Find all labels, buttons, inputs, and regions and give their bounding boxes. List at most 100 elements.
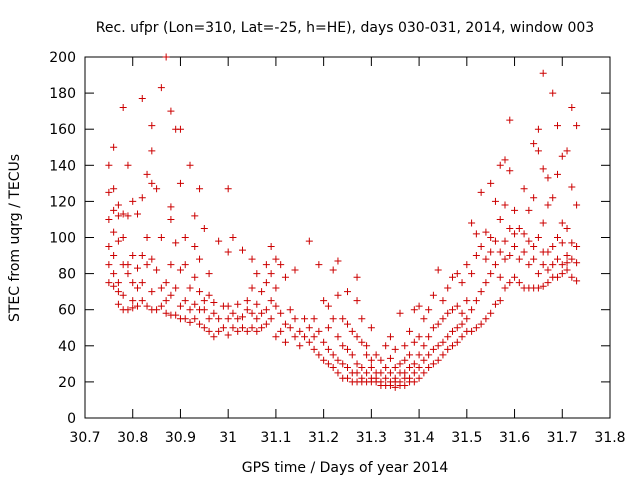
data-point (449, 327, 456, 335)
data-point (334, 333, 342, 341)
data-point (205, 315, 213, 323)
data-point (224, 315, 232, 323)
data-point (534, 284, 542, 292)
data-point (310, 315, 318, 323)
data-point (539, 69, 547, 77)
data-point (143, 234, 151, 241)
data-point (363, 342, 371, 350)
data-point (181, 315, 189, 323)
data-point (496, 273, 504, 281)
data-point (468, 219, 476, 227)
data-point (367, 324, 375, 332)
data-point (205, 270, 213, 278)
data-point (549, 261, 557, 269)
data-point (444, 309, 452, 317)
data-point (472, 324, 480, 332)
data-point (110, 252, 118, 260)
data-point (506, 252, 514, 260)
data-point (391, 363, 399, 371)
chart-title: Rec. ufpr (Lon=310, Lat=-25, h=HE), days… (96, 20, 594, 36)
data-point (563, 252, 571, 260)
data-point (434, 266, 442, 274)
data-point (544, 266, 552, 274)
data-point (491, 197, 499, 205)
data-point (367, 363, 375, 371)
data-point (554, 170, 561, 178)
data-point (429, 324, 437, 332)
data-point (353, 333, 361, 341)
data-point (463, 315, 471, 323)
data-point (554, 273, 561, 281)
data-point (110, 185, 118, 193)
data-point (186, 284, 194, 292)
y-tick-label: 0 (67, 411, 76, 427)
y-axis: 0 20 40 60 80 100 120 140 160 180 200 (49, 50, 610, 427)
x-tick-label: 30.9 (165, 430, 196, 446)
data-point (286, 306, 294, 314)
data-point (353, 369, 361, 377)
data-point (138, 279, 146, 287)
data-point (200, 324, 208, 332)
y-tick-label: 20 (58, 375, 76, 391)
data-point (530, 243, 538, 251)
data-point (262, 320, 270, 328)
data-point (305, 338, 313, 346)
data-point (138, 297, 146, 305)
data-point (143, 302, 151, 310)
data-point (525, 237, 533, 245)
data-point (439, 338, 447, 346)
data-point (210, 298, 218, 306)
data-point (291, 315, 299, 323)
data-point (501, 255, 509, 263)
data-point (439, 351, 447, 359)
data-point (534, 270, 542, 278)
data-point (191, 273, 199, 281)
data-point (176, 125, 184, 133)
data-point (444, 333, 452, 341)
data-point (563, 259, 571, 267)
data-point (520, 185, 528, 193)
data-point (458, 309, 466, 317)
data-point (363, 351, 371, 359)
data-point (573, 201, 581, 209)
data-point (320, 356, 328, 364)
data-point (134, 210, 141, 218)
data-point (229, 324, 237, 332)
data-point (477, 288, 485, 296)
data-point (229, 309, 237, 317)
data-point (496, 215, 504, 223)
data-point (339, 342, 347, 350)
data-point (487, 248, 495, 256)
data-point (511, 243, 519, 251)
data-point (344, 288, 351, 296)
data-point (248, 255, 256, 263)
data-point (534, 125, 542, 133)
data-point (420, 356, 428, 364)
data-point (568, 104, 576, 112)
data-point (425, 333, 433, 341)
data-point (281, 338, 289, 346)
data-point (353, 297, 361, 305)
data-point (253, 327, 261, 335)
data-point (410, 369, 418, 377)
data-point (267, 315, 275, 323)
data-point (511, 230, 519, 238)
data-point (382, 363, 390, 371)
data-point (157, 284, 165, 292)
y-tick-label: 40 (58, 339, 76, 355)
data-point (377, 378, 385, 386)
data-point (129, 197, 137, 205)
data-point (573, 259, 581, 267)
data-point (525, 206, 533, 214)
data-point (162, 297, 170, 305)
data-point (563, 224, 571, 232)
data-point (472, 230, 480, 238)
data-point (554, 255, 561, 263)
data-point (215, 237, 223, 245)
data-point (363, 369, 371, 377)
data-point (105, 279, 113, 287)
data-point (181, 234, 189, 241)
data-point (477, 188, 485, 196)
data-point (224, 331, 232, 339)
